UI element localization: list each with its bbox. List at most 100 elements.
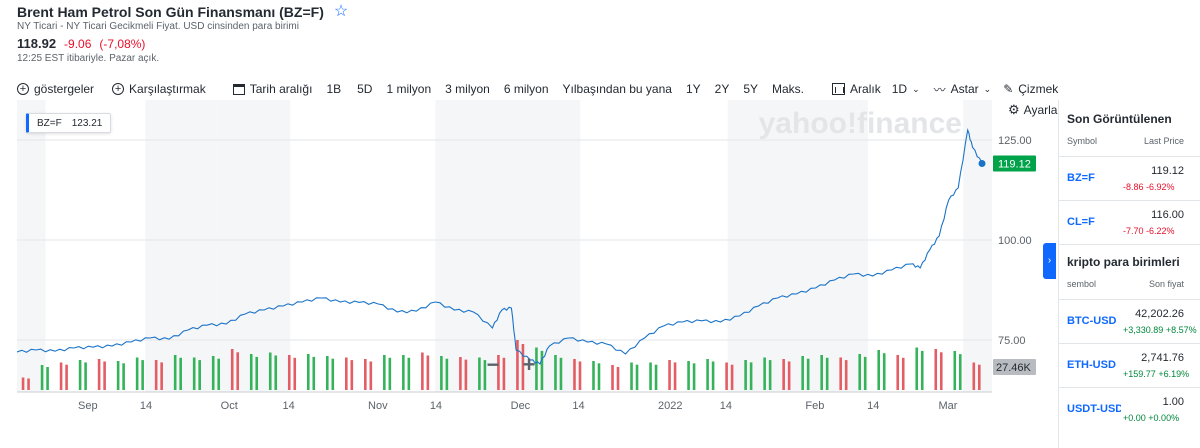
settings-button[interactable]: ⚙ Ayarlar — [1008, 102, 1058, 118]
range-max[interactable]: Maks. — [772, 82, 805, 96]
x-tick-label: 14 — [720, 400, 732, 412]
month-band — [216, 100, 291, 392]
range-6m[interactable]: 6 milyon — [503, 82, 549, 96]
volume-label: 27.46K — [996, 362, 1032, 374]
range-ytd[interactable]: Yılbaşından bu yana — [562, 82, 672, 96]
list-item[interactable]: BTC-USD 42,202.26 +3,330.89 +8.57% — [1059, 299, 1200, 343]
month-band — [867, 100, 935, 392]
price-chart[interactable]: yahoo!finance 125.00 100.00 75.00 Sep 14 Oct… — [16, 100, 1057, 448]
month-band — [963, 100, 992, 392]
zoom-out-button[interactable]: − — [486, 352, 500, 377]
list-item[interactable]: USDT-USD 1.00 +0.00 +0.00% — [1059, 387, 1200, 431]
calendar-icon — [232, 83, 245, 95]
volume-bar — [345, 357, 348, 390]
volume-bar — [27, 378, 30, 390]
x-tick-label: 14 — [430, 400, 442, 412]
volume-bar — [287, 355, 291, 390]
volume-bar — [554, 355, 557, 390]
volume-bar — [483, 360, 487, 390]
page-title: Brent Ham Petrol Son Gün Finansmanı (BZ=… — [17, 4, 324, 20]
change-pct: -6.92% — [1146, 182, 1175, 192]
market-time: 12:25 EST itibariyle. Pazar açık. — [17, 53, 160, 64]
volume-bar — [953, 351, 957, 390]
volume-bars — [21, 340, 981, 390]
volume-bar — [122, 363, 125, 390]
x-tick-label: Sep — [78, 400, 98, 412]
volume-bar — [934, 349, 938, 390]
x-tick-label: Dec — [511, 400, 531, 412]
symbol-link[interactable]: ETH-USD — [1067, 359, 1116, 371]
x-tick-label: 14 — [282, 400, 294, 412]
symbol-link[interactable]: BTC-USD — [1067, 315, 1117, 327]
symbol-link[interactable]: CL=F — [1067, 216, 1095, 228]
month-bands — [17, 100, 992, 392]
change-value: +3,330.89 — [1123, 325, 1164, 335]
volume-bar — [744, 360, 747, 390]
x-tick-label: Feb — [805, 400, 824, 412]
month-band — [727, 100, 802, 392]
volume-bar — [293, 357, 297, 390]
month-band — [17, 100, 46, 392]
month-band — [580, 100, 654, 392]
volume-bar — [820, 355, 823, 390]
volume-bar — [421, 352, 424, 390]
change-pct: +0.00% — [1148, 413, 1180, 423]
col-symbol: sembol — [1067, 279, 1097, 289]
chart-type-button[interactable]: 〰 Astar ⌄ — [934, 81, 992, 98]
x-tick-label: 14 — [867, 400, 879, 412]
x-axis: Sep 14 Oct 14 Nov 14 Dec 14 2022 14 Feb 14 Mar — [78, 400, 958, 412]
range-5d[interactable]: 5D — [357, 82, 373, 96]
interval-label: Aralık — [850, 82, 881, 96]
symbol-link[interactable]: BZ=F — [1067, 172, 1095, 184]
volume-bar — [236, 352, 240, 390]
x-tick-label: 14 — [140, 400, 152, 412]
volume-bar — [858, 354, 862, 390]
volume-bar — [839, 357, 842, 390]
chart-area[interactable]: yahoo!finance 125.00 100.00 75.00 Sep 14 Oct… — [16, 100, 1057, 448]
compare-button[interactable]: + Karşılaştırmak — [112, 82, 206, 96]
last-price-dot — [978, 160, 986, 168]
list-item[interactable]: CL=F 116.00 -7.70 -6.22% — [1059, 200, 1200, 244]
volume-bar — [116, 361, 120, 390]
interval-button[interactable]: Aralık 1D ⌄ — [832, 82, 920, 96]
chart-type-label: Astar — [950, 82, 979, 96]
range-2y[interactable]: 2Y — [714, 82, 730, 96]
line-chart-icon: 〰 — [933, 82, 946, 97]
month-band — [74, 100, 146, 392]
draw-button[interactable]: ✎ Çizmek — [1003, 82, 1058, 96]
indicators-button[interactable]: + göstergeler — [17, 82, 94, 96]
range-5y[interactable]: 5Y — [743, 82, 759, 96]
volume-bar — [325, 356, 329, 390]
volume-bar — [825, 357, 829, 390]
x-tick-label: 2022 — [658, 400, 682, 412]
candle-chart-icon — [832, 83, 846, 95]
volume-bar — [179, 357, 182, 390]
volume-bar — [559, 357, 563, 390]
sidebar-toggle-button[interactable]: › — [1043, 243, 1056, 279]
range-1m[interactable]: 1 milyon — [386, 82, 432, 96]
range-1y[interactable]: 1Y — [685, 82, 701, 96]
list-item[interactable]: BZ=F 119.12 -8.86 -6.92% — [1059, 156, 1200, 200]
zoom-in-button[interactable]: + — [522, 352, 536, 377]
star-icon[interactable]: ☆ — [333, 3, 349, 20]
volume-bar — [711, 361, 715, 390]
change-value: +0.00 — [1123, 413, 1146, 423]
month-band — [653, 100, 728, 392]
volume-bar — [46, 367, 49, 390]
volume-bar — [635, 364, 639, 390]
sidebar: Son Görüntülenen Symbol Last Price BZ=F … — [1058, 100, 1200, 448]
volume-bar — [192, 357, 196, 390]
range-1b[interactable]: 1B — [326, 82, 342, 96]
list-item[interactable]: ETH-USD 2,741.76 +159.77 +6.19% — [1059, 343, 1200, 387]
volume-bar — [230, 349, 234, 390]
change-value: -7.70 — [1123, 226, 1144, 236]
volume-bar — [597, 363, 601, 390]
volume-bar — [920, 350, 924, 390]
symbol-link[interactable]: USDT-USD — [1067, 403, 1121, 415]
last-price: 42,202.26 — [1135, 308, 1184, 320]
date-range-button[interactable]: Tarih aralığı — [232, 82, 312, 96]
volume-bar — [445, 358, 449, 390]
last-price: 119.12 — [1151, 165, 1184, 177]
range-3m[interactable]: 3 milyon — [445, 82, 490, 96]
price-change: -9.06 — [64, 37, 92, 51]
